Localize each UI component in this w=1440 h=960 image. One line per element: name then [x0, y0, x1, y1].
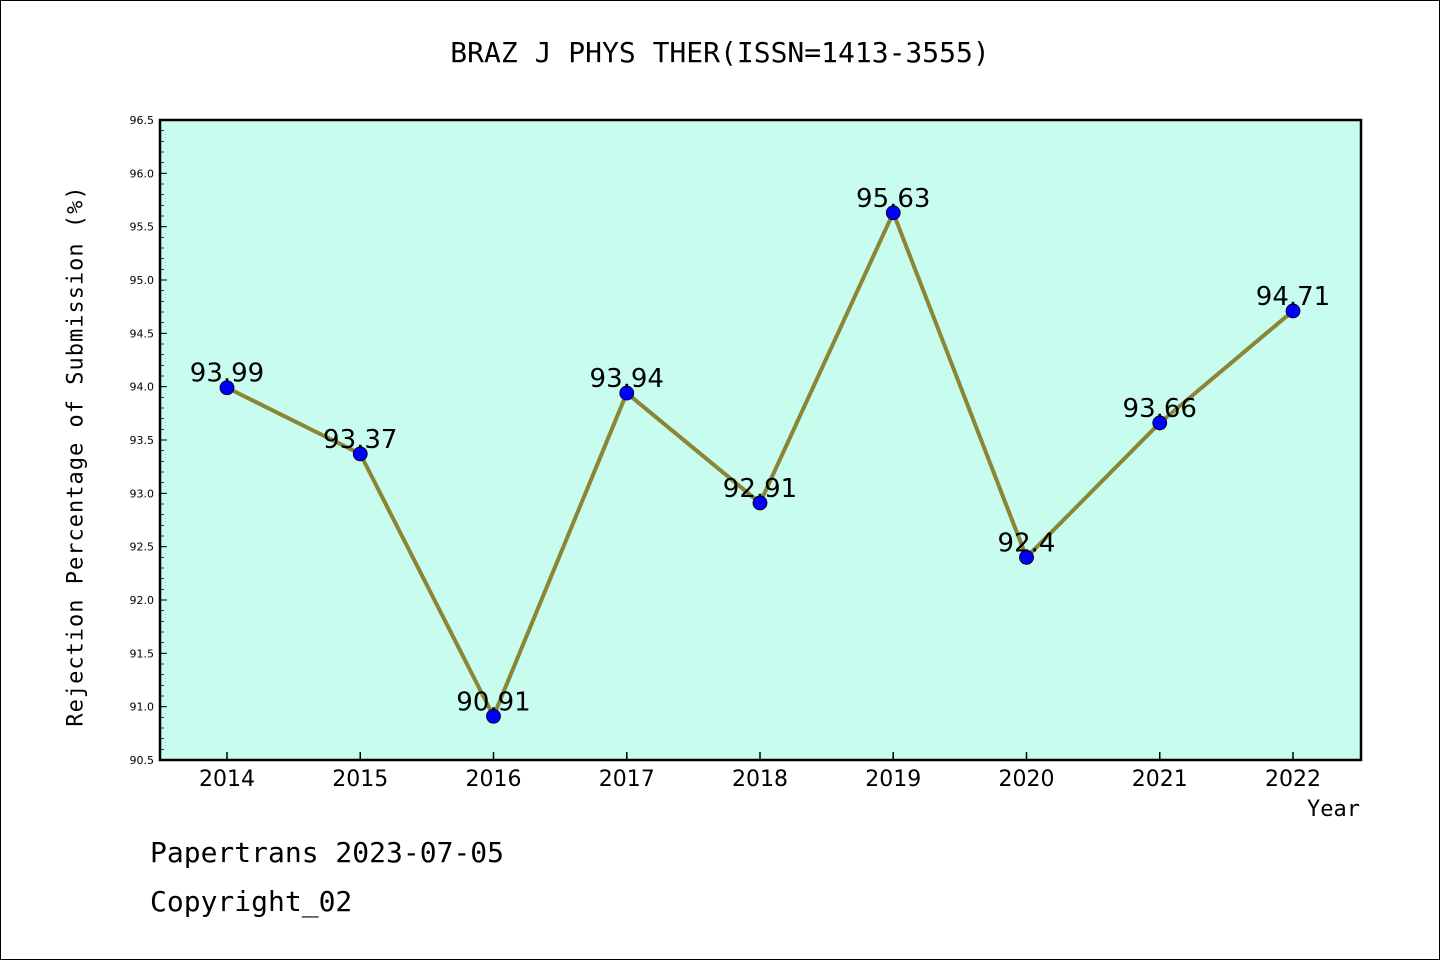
y-tick-label: 90.5	[130, 754, 155, 767]
y-tick-label: 95.0	[130, 274, 155, 287]
data-points	[219, 205, 1301, 724]
data-point	[219, 380, 235, 396]
data-label: 94.71	[1256, 282, 1330, 312]
data-point	[1019, 549, 1034, 565]
x-tick-label: 2020	[999, 767, 1055, 792]
data-label: 92.4	[998, 528, 1056, 558]
y-tick-label: 96.5	[130, 114, 155, 127]
y-tick-label: 95.5	[130, 221, 155, 234]
x-tick-label: 2022	[1265, 767, 1321, 792]
data-label: 93.99	[190, 359, 264, 389]
chart-title: BRAZ J PHYS THER(ISSN=1413-3555)	[450, 36, 990, 69]
x-axis-label: Year	[1307, 797, 1360, 822]
data-point	[752, 495, 768, 511]
x-tick-label: 2014	[199, 767, 255, 792]
y-axis: 90.5 91.0 91.5 92.0 92.5 93.0 93.5 94.0 94.5 95.0…	[130, 114, 167, 767]
data-label: 90.91	[456, 687, 530, 717]
data-label: 95.63	[856, 184, 930, 214]
footer-source: Papertrans 2023-07-05	[150, 836, 505, 869]
plot-area	[160, 120, 1361, 760]
y-tick-label: 96.0	[130, 167, 155, 180]
y-tick-label: 91.5	[130, 647, 155, 660]
x-tick-label: 2016	[466, 767, 522, 792]
data-point	[352, 446, 368, 462]
data-point	[885, 205, 901, 221]
data-point	[1285, 303, 1301, 319]
x-tick-label: 2021	[1132, 767, 1188, 792]
data-label: 93.37	[323, 425, 397, 455]
data-label: 93.94	[590, 364, 664, 394]
y-tick-label: 93.0	[130, 487, 155, 500]
data-label: 93.66	[1123, 394, 1197, 424]
y-tick-label: 92.0	[130, 594, 155, 607]
plot-border	[158, 118, 1363, 762]
footer-copyright: Copyright_02	[150, 885, 353, 918]
y-tick-label: 93.5	[130, 434, 155, 447]
y-tick-label: 94.0	[130, 381, 155, 394]
x-tick-label: 2015	[332, 767, 388, 792]
y-tick-label: 92.5	[130, 541, 155, 554]
y-tick-label: 94.5	[130, 327, 155, 340]
data-label: 92.91	[723, 474, 797, 504]
y-tick-label: 91.0	[130, 701, 155, 714]
data-point	[1152, 415, 1168, 431]
x-axis: 2014 2015 2016 2017 2018 2019 2020 2021 2022	[199, 752, 1321, 792]
x-tick-label: 2017	[599, 767, 655, 792]
x-tick-label: 2019	[865, 767, 921, 792]
data-labels: 93.99 93.37 90.91 93.94 92.91 95.63 92.4 93.66 9…	[190, 184, 1330, 717]
data-point	[486, 708, 501, 724]
data-point	[619, 385, 635, 401]
x-tick-label: 2018	[732, 767, 788, 792]
